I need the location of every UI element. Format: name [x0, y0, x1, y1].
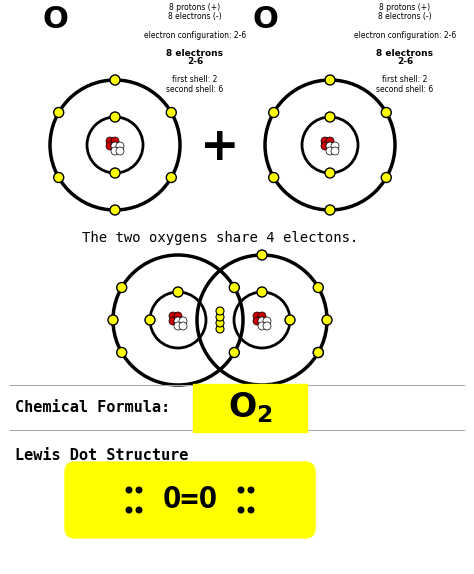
Circle shape	[326, 137, 334, 145]
Circle shape	[325, 168, 335, 178]
Circle shape	[216, 313, 224, 321]
Circle shape	[110, 168, 120, 178]
Circle shape	[116, 147, 124, 155]
Text: Lewis Dot Structure: Lewis Dot Structure	[15, 448, 188, 463]
Circle shape	[110, 112, 120, 122]
Circle shape	[326, 142, 334, 150]
Circle shape	[381, 107, 392, 118]
Circle shape	[169, 312, 177, 320]
Circle shape	[263, 317, 271, 325]
Circle shape	[313, 347, 323, 358]
Circle shape	[325, 112, 335, 122]
FancyBboxPatch shape	[65, 462, 315, 538]
Circle shape	[174, 322, 182, 330]
Circle shape	[111, 142, 119, 150]
Circle shape	[313, 347, 323, 358]
Circle shape	[313, 282, 323, 293]
Circle shape	[126, 487, 132, 493]
Circle shape	[136, 487, 142, 493]
Circle shape	[325, 75, 335, 85]
Text: first shell: 2: first shell: 2	[173, 76, 218, 84]
Circle shape	[216, 319, 224, 327]
Circle shape	[258, 317, 266, 325]
Circle shape	[106, 137, 114, 145]
Circle shape	[331, 147, 339, 155]
Text: Chemical Formula:: Chemical Formula:	[15, 401, 170, 416]
Circle shape	[258, 322, 266, 330]
Text: electron configuration: 2-6: electron configuration: 2-6	[144, 30, 246, 40]
Text: The two oxygens share 4 electons.: The two oxygens share 4 electons.	[82, 231, 358, 245]
Circle shape	[106, 142, 114, 150]
Text: 8 protons (+): 8 protons (+)	[380, 3, 430, 13]
Circle shape	[326, 147, 334, 155]
Circle shape	[322, 315, 332, 325]
Circle shape	[174, 312, 182, 320]
Text: 2-6: 2-6	[397, 57, 413, 67]
FancyBboxPatch shape	[193, 384, 307, 432]
Circle shape	[111, 142, 119, 150]
Text: 8 electrons: 8 electrons	[376, 48, 434, 57]
Circle shape	[229, 347, 239, 358]
Circle shape	[321, 137, 329, 145]
Circle shape	[110, 75, 120, 85]
Circle shape	[248, 507, 254, 513]
Circle shape	[263, 322, 271, 330]
Text: O: O	[42, 6, 68, 34]
Text: O=O: O=O	[163, 486, 218, 514]
Circle shape	[166, 107, 176, 118]
Circle shape	[253, 312, 261, 320]
Circle shape	[238, 487, 244, 493]
Circle shape	[216, 307, 224, 315]
Text: $\mathbf{O_2}$: $\mathbf{O_2}$	[228, 391, 273, 425]
Text: 8 protons (+): 8 protons (+)	[169, 3, 220, 13]
Circle shape	[174, 317, 182, 325]
Circle shape	[331, 142, 339, 150]
Circle shape	[321, 142, 329, 150]
Circle shape	[253, 317, 261, 325]
Circle shape	[117, 282, 127, 293]
Circle shape	[173, 287, 183, 297]
Circle shape	[326, 142, 334, 150]
Circle shape	[179, 322, 187, 330]
Circle shape	[169, 317, 177, 325]
Circle shape	[166, 173, 176, 183]
Circle shape	[117, 347, 127, 358]
Text: O: O	[252, 6, 278, 34]
Text: second shell: 6: second shell: 6	[166, 84, 224, 94]
Circle shape	[258, 312, 266, 320]
Circle shape	[108, 315, 118, 325]
Text: 8 electrons: 8 electrons	[166, 48, 224, 57]
Circle shape	[179, 317, 187, 325]
Text: +: +	[200, 126, 240, 170]
Circle shape	[174, 317, 182, 325]
Circle shape	[258, 317, 266, 325]
Circle shape	[110, 205, 120, 215]
Text: 8 electrons (-): 8 electrons (-)	[168, 13, 222, 21]
Circle shape	[248, 487, 254, 493]
Text: electron configuration: 2-6: electron configuration: 2-6	[354, 30, 456, 40]
Text: 8 electrons (-): 8 electrons (-)	[378, 13, 432, 21]
Circle shape	[269, 173, 279, 183]
Circle shape	[257, 250, 267, 260]
Circle shape	[126, 507, 132, 513]
Circle shape	[257, 287, 267, 297]
Circle shape	[269, 107, 279, 118]
Circle shape	[54, 107, 64, 118]
Circle shape	[229, 282, 239, 293]
Text: first shell: 2: first shell: 2	[383, 76, 428, 84]
Circle shape	[145, 315, 155, 325]
Circle shape	[111, 147, 119, 155]
Circle shape	[136, 507, 142, 513]
Circle shape	[325, 205, 335, 215]
Circle shape	[381, 173, 392, 183]
Text: second shell: 6: second shell: 6	[376, 84, 434, 94]
Circle shape	[54, 173, 64, 183]
Circle shape	[116, 142, 124, 150]
Circle shape	[111, 137, 119, 145]
Text: 2-6: 2-6	[187, 57, 203, 67]
Circle shape	[238, 507, 244, 513]
Circle shape	[285, 315, 295, 325]
Circle shape	[216, 325, 224, 333]
